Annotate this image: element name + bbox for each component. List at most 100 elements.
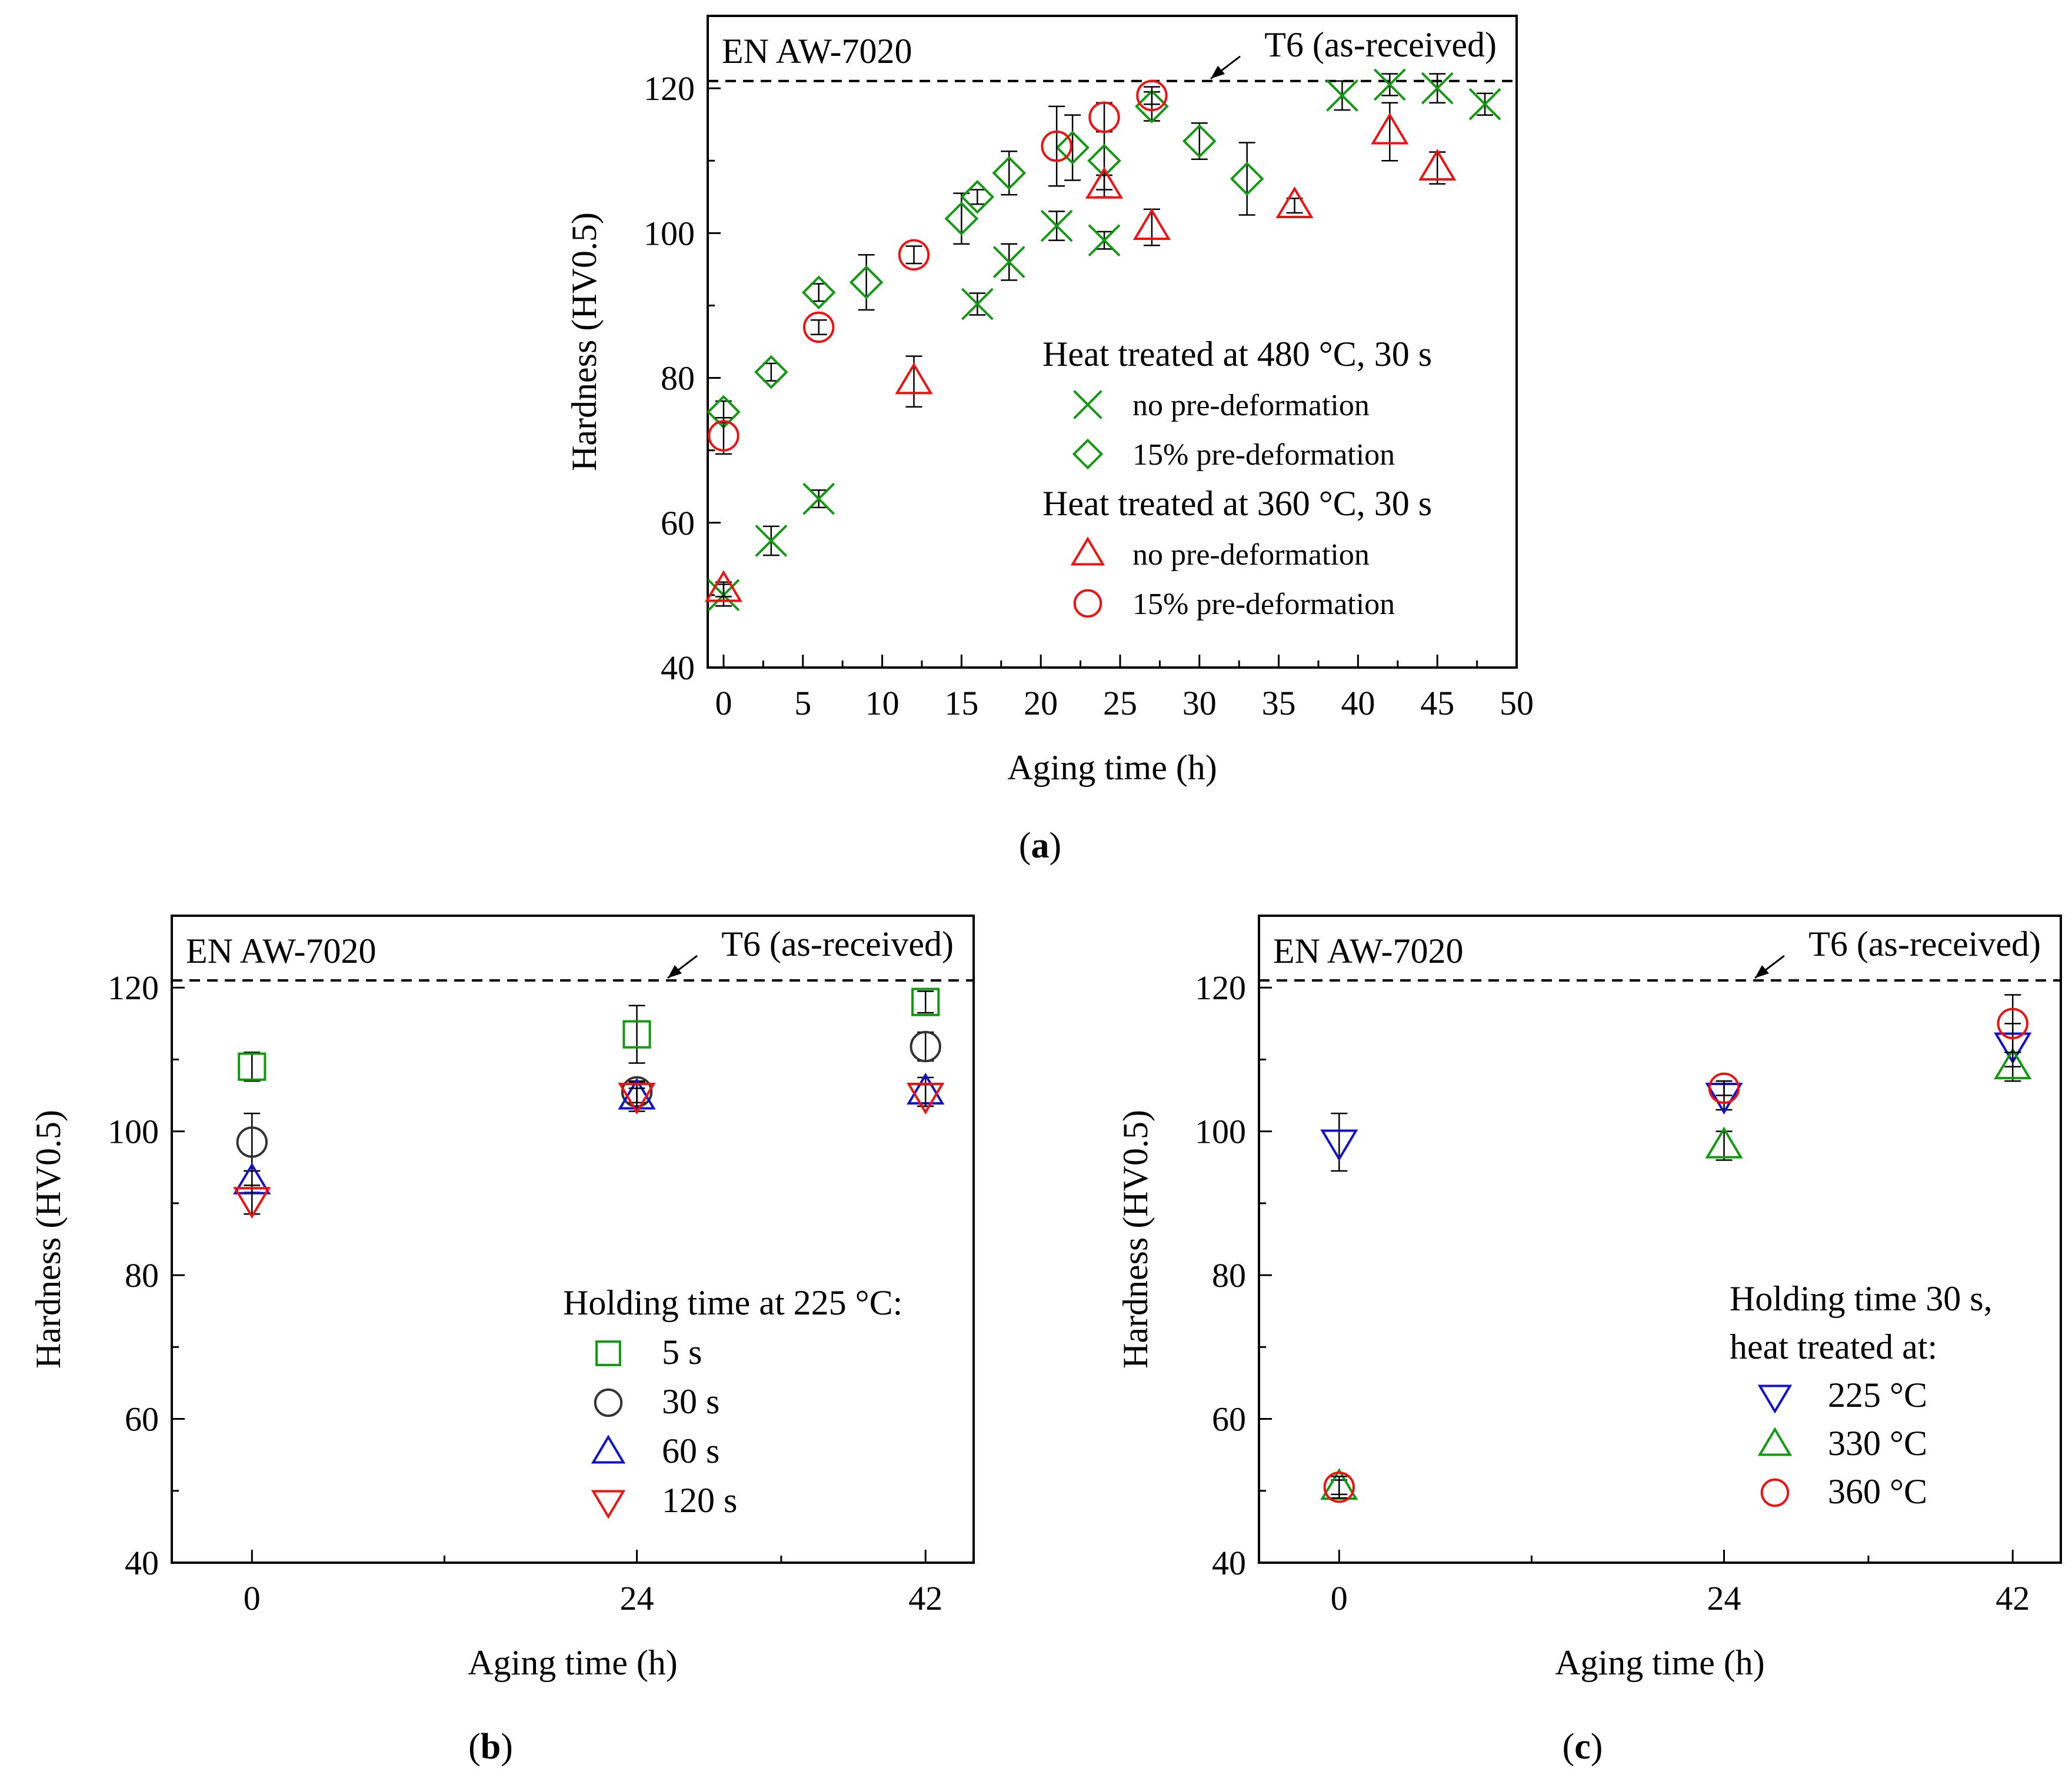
chart-panel-a: 40 60 80 100 120 0 5 10 15 20 25 30 35 40 45 50 Aging ti… xyxy=(565,15,1534,866)
x-tick-label: 35 xyxy=(1262,684,1296,722)
legend-title: Holding time 30 s, xyxy=(1730,1279,1993,1318)
data-point xyxy=(1275,186,1314,219)
chart-panel-c: 40 60 80 100 120 0 24 42 Aging time (h) Hardness … xyxy=(1116,915,2062,1767)
legend-marker xyxy=(1760,1478,1790,1507)
reference-label: T6 (as-received) xyxy=(721,925,954,963)
data-point xyxy=(802,482,835,515)
series-2 xyxy=(1323,994,2028,1503)
legend: Holding time 30 s, heat treated at: 225 °C… xyxy=(1730,1279,1993,1511)
data-point xyxy=(801,275,836,310)
data-point xyxy=(960,179,995,214)
y-tick-label: 120 xyxy=(644,69,695,108)
y-tick-label: 40 xyxy=(125,1544,159,1582)
data-point xyxy=(1088,224,1121,257)
y-tick-label: 40 xyxy=(1212,1544,1246,1582)
series-2 xyxy=(704,102,1457,602)
legend-marker xyxy=(591,1434,626,1464)
y-tick-label: 80 xyxy=(125,1256,159,1294)
data-point xyxy=(755,525,788,557)
data-point-stroke-2 xyxy=(1326,79,1358,112)
legend-label: 5 s xyxy=(662,1333,702,1372)
data-point xyxy=(1371,112,1409,145)
data-point xyxy=(944,201,979,236)
panel-label: (c) xyxy=(1563,1727,1603,1767)
legend-label: 120 s xyxy=(662,1481,737,1520)
data-point xyxy=(803,311,835,343)
x-tick-label: 50 xyxy=(1500,684,1534,722)
data-point xyxy=(1040,209,1073,242)
legend-marker xyxy=(1757,1384,1793,1414)
x-tick-label: 24 xyxy=(1707,1579,1741,1617)
data-point xyxy=(1055,131,1090,165)
data-point xyxy=(1132,208,1171,240)
data-point xyxy=(1136,79,1168,112)
data-point-stroke-2 xyxy=(1088,224,1121,257)
x-tick-label: 15 xyxy=(944,684,978,722)
legend-title: Heat treated at 360 °C, 30 s xyxy=(1042,484,1432,523)
x-tick-label: 10 xyxy=(865,684,900,722)
data-point xyxy=(1320,1129,1358,1162)
legend-label: 30 s xyxy=(662,1382,719,1421)
data-point xyxy=(1323,1471,1355,1503)
legend-subtitle: heat treated at: xyxy=(1730,1327,1937,1366)
data-point xyxy=(1997,1007,2028,1040)
data-point xyxy=(911,987,940,1016)
data-point xyxy=(1418,149,1457,181)
x-tick-label: 20 xyxy=(1024,684,1058,722)
data-point xyxy=(754,355,788,389)
x-tick-label: 45 xyxy=(1420,684,1454,722)
legend-label: 330 °C xyxy=(1828,1424,1927,1463)
material-label: EN AW-7020 xyxy=(722,32,912,71)
data-point xyxy=(1085,166,1124,199)
legend: Holding time at 225 °C: 5 s 30 s 60 s 120 s xyxy=(563,1283,902,1520)
y-tick-label: 100 xyxy=(1195,1113,1246,1151)
data-point xyxy=(618,1083,656,1115)
material-label: EN AW-7020 xyxy=(186,932,377,970)
data-point xyxy=(1421,72,1454,105)
legend: Heat treated at 480 °C, 30 s no pre-defor… xyxy=(1042,335,1432,621)
y-axis-title: Hardness (HV0.5) xyxy=(29,1110,68,1369)
series-1 xyxy=(707,89,1264,429)
data-point xyxy=(1135,89,1169,124)
data-point xyxy=(1994,1047,2032,1080)
y-axis-title: Hardness (HV0.5) xyxy=(1116,1110,1155,1369)
legend-marker xyxy=(1070,536,1105,566)
data-point-stroke-2 xyxy=(1040,209,1073,242)
legend-label: no pre-deformation xyxy=(1132,389,1370,422)
data-point xyxy=(992,246,1025,278)
panel-label: (a) xyxy=(1019,826,1061,866)
data-point xyxy=(1326,79,1358,112)
chart-panel-b: 40 60 80 100 120 0 24 42 Aging time (h) Hardness … xyxy=(29,915,975,1767)
data-point xyxy=(708,420,739,452)
data-point xyxy=(849,265,884,299)
legend-marker xyxy=(595,1340,621,1366)
data-point-stroke-2 xyxy=(755,525,788,557)
y-tick-label: 100 xyxy=(108,1113,159,1151)
data-point xyxy=(895,362,933,395)
reference-arrowhead xyxy=(1211,65,1225,79)
data-point-stroke-2 xyxy=(1373,68,1406,101)
plot-frame xyxy=(1258,915,2062,1564)
y-tick-label: 100 xyxy=(644,214,695,252)
series-1 xyxy=(236,1030,941,1172)
reference-label: T6 (as-received) xyxy=(1808,925,2041,963)
legend-marker-stroke-2 xyxy=(1073,390,1102,419)
x-tick-label: 42 xyxy=(1996,1579,2030,1617)
legend-title: Heat treated at 480 °C, 30 s xyxy=(1042,335,1432,373)
data-point xyxy=(961,288,994,321)
x-tick-label: 42 xyxy=(908,1579,942,1617)
y-tick-label: 80 xyxy=(661,359,695,398)
data-point-stroke-2 xyxy=(1421,72,1454,105)
x-tick-label: 30 xyxy=(1182,684,1217,722)
y-axis-title: Hardness (HV0.5) xyxy=(565,212,604,471)
plot-frame xyxy=(171,915,975,1564)
data-point-stroke-2 xyxy=(1468,88,1501,121)
x-axis-title: Aging time (h) xyxy=(1555,1643,1765,1682)
y-tick-label: 60 xyxy=(125,1400,159,1439)
plot-frame xyxy=(707,15,1518,669)
data-point xyxy=(910,1030,941,1063)
data-point xyxy=(1705,1126,1743,1159)
x-tick-label: 0 xyxy=(715,684,732,722)
data-point xyxy=(1041,130,1072,162)
